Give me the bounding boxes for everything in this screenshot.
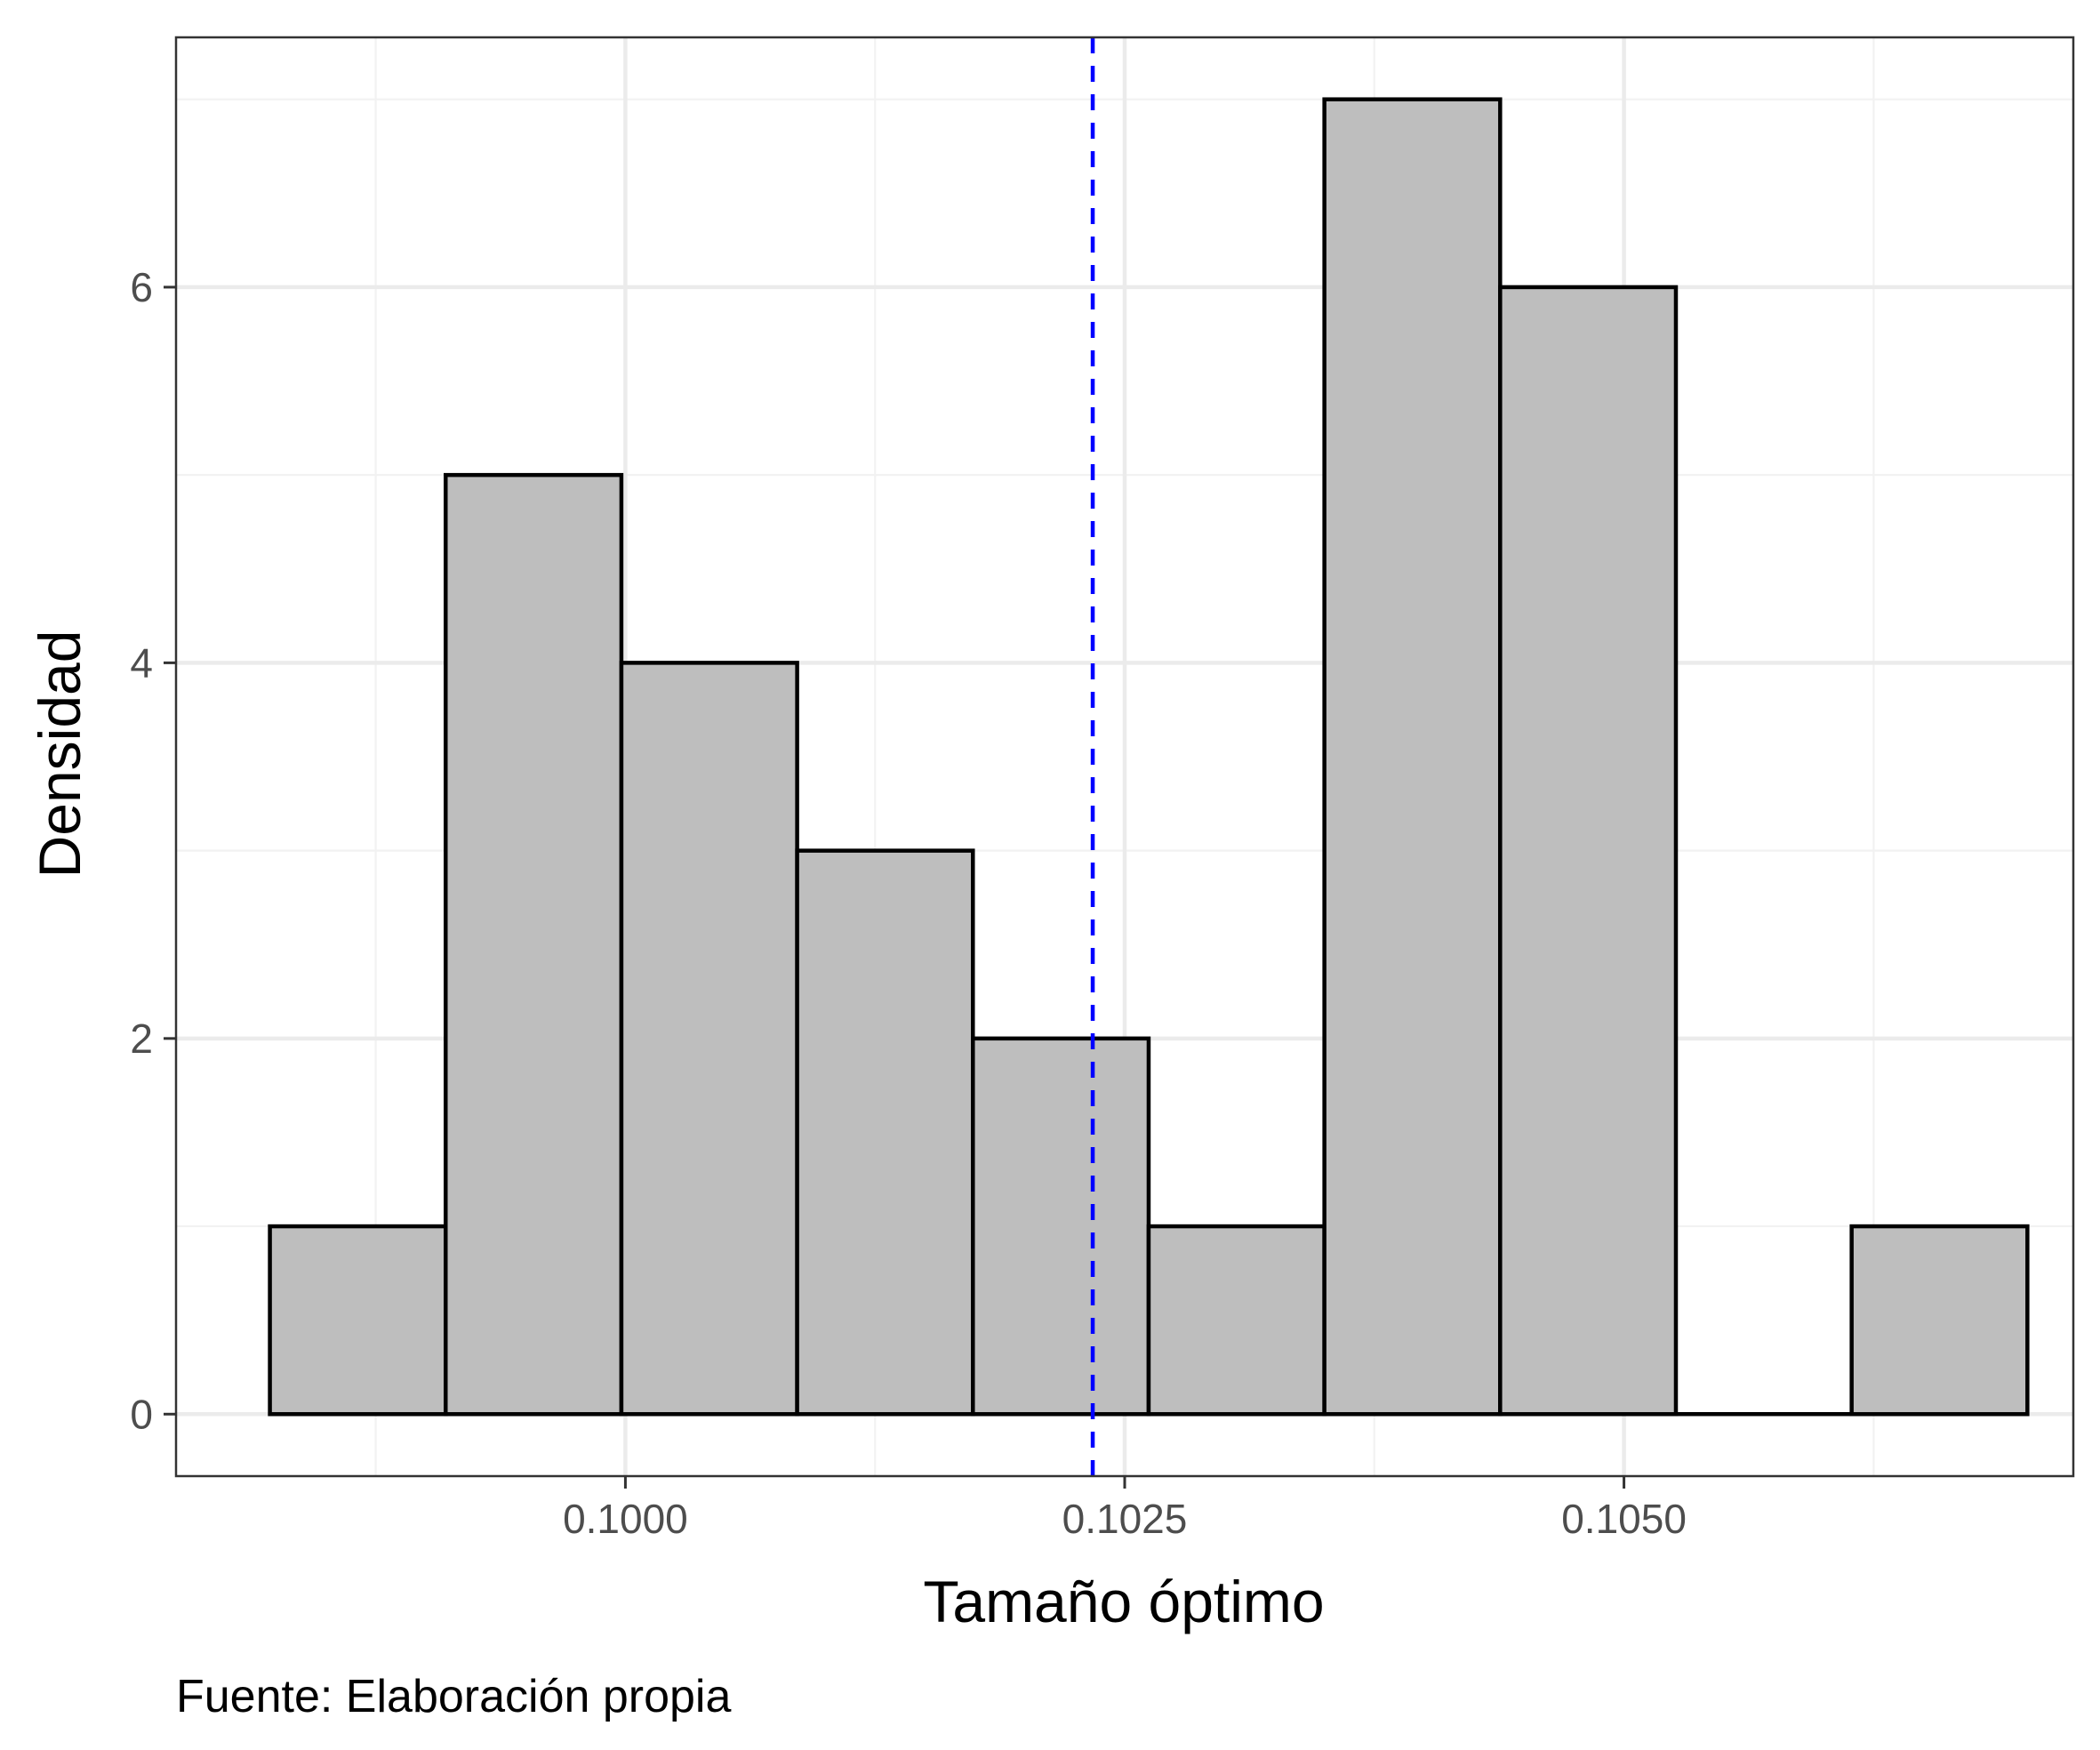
histogram-bar-3	[619, 661, 799, 1417]
histogram-bar-7	[1322, 97, 1503, 1417]
y-tick-label: 2	[130, 1015, 153, 1062]
y-axis: 0 2 4 6	[130, 264, 176, 1437]
histogram-bars	[268, 97, 2030, 1417]
histogram-bar-8	[1498, 285, 1679, 1417]
y-tick-label: 4	[130, 639, 153, 686]
y-tick-label: 6	[130, 264, 153, 310]
x-tick-label: 0.1025	[1062, 1496, 1188, 1542]
x-tick-label: 0.1050	[1561, 1496, 1687, 1542]
x-axis: 0.1000 0.1025 0.1050	[563, 1476, 1687, 1542]
y-axis-title: Densidad	[27, 630, 92, 879]
y-tick-label: 0	[130, 1391, 153, 1437]
histogram-bar-1	[268, 1224, 448, 1417]
histogram-bar-4	[795, 848, 975, 1417]
caption-source: Fuente: Elaboración propia	[176, 1671, 731, 1722]
x-axis-title: Tamaño óptimo	[923, 1569, 1324, 1634]
histogram-bar-5	[971, 1036, 1151, 1417]
histogram-bar-6	[1146, 1224, 1327, 1417]
histogram-bar-10	[1849, 1224, 2030, 1417]
x-tick-label: 0.1000	[563, 1496, 688, 1542]
histogram-bar-2	[444, 472, 624, 1417]
